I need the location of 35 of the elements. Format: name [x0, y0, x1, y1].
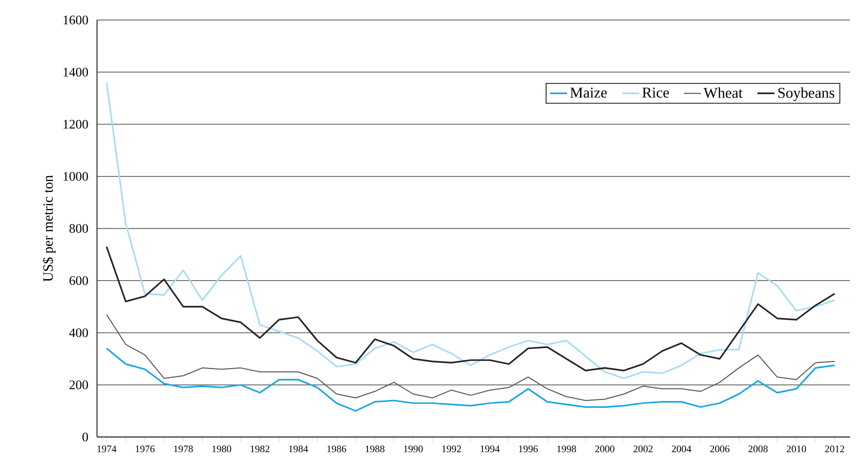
y-tick-label: 1400	[64, 68, 88, 77]
x-tick-label: 1996	[518, 446, 538, 452]
y-tick-label: 1000	[64, 172, 88, 181]
legend-label: Soybeans	[778, 87, 834, 101]
x-tick-label: 2008	[748, 446, 768, 452]
x-tick-label: 2012	[825, 446, 844, 452]
y-tick-label: 0	[82, 432, 88, 442]
y-tick-label: 600	[70, 276, 88, 286]
x-tick-label: 1990	[404, 446, 423, 452]
x-tick-label: 1998	[557, 446, 576, 452]
y-tick-label: 1600	[64, 16, 88, 24]
x-tick-label: 2004	[672, 446, 692, 452]
x-tick-label: 1976	[136, 446, 155, 452]
y-tick-label: 200	[70, 380, 88, 390]
x-tick-label: 1994	[480, 446, 500, 452]
x-tick-label: 1982	[250, 446, 270, 452]
x-tick-label: 2010	[786, 446, 806, 452]
x-tick-label: 2002	[634, 446, 653, 452]
x-tick-label: 1984	[289, 446, 308, 452]
legend-label: Rice	[642, 88, 669, 98]
x-tick-label: 2006	[710, 446, 730, 452]
x-tick-label: 1992	[442, 446, 461, 452]
y-tick-label: 800	[69, 224, 88, 233]
y-tick-label: 400	[69, 328, 88, 338]
x-tick-label: 1986	[327, 446, 346, 452]
line-series	[106, 348, 836, 412]
legend-label: Wheat	[704, 87, 743, 98]
x-tick-label: 1988	[366, 446, 384, 452]
legend-label: Maize	[570, 88, 607, 98]
x-tick-label: 1980	[212, 446, 232, 452]
y-axis-title: US$ per metric ton	[42, 175, 56, 282]
y-tick-label: 1200	[64, 120, 88, 129]
x-tick-label: 2000	[595, 446, 614, 452]
x-tick-label: 1974	[97, 446, 116, 452]
x-tick-label: 1978	[174, 446, 193, 452]
